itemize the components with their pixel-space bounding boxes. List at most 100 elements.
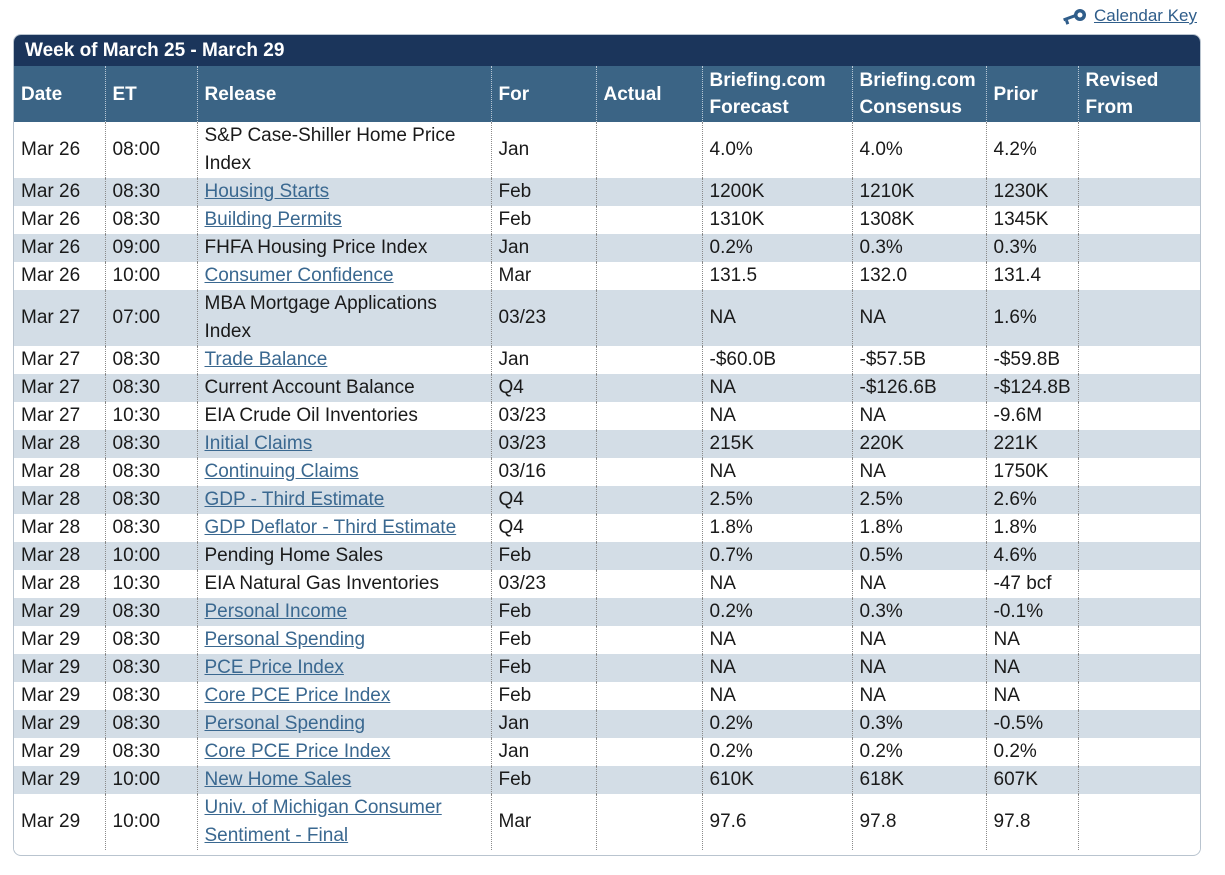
cell-et: 10:00 [105,794,198,850]
release-link[interactable]: Initial Claims [204,433,313,454]
calendar-key-link[interactable]: Calendar Key [1060,6,1197,26]
cell-forecast: 610K [702,766,853,794]
table-row: Mar 29 08:30 Core PCE Price Index Jan 0.2% 0.… [14,738,1200,766]
table-row: Mar 27 08:30 Current Account Balance Q4 NA -$… [14,374,1200,402]
cell-prior: -0.5% [986,710,1079,738]
cell-revised [1078,430,1200,458]
cell-actual [596,346,703,374]
cell-for: 03/23 [491,430,597,458]
release-label: S&P Case-Shiller Home Price Index [204,125,456,174]
cell-revised [1078,598,1200,626]
cell-release: Core PCE Price Index [197,682,492,710]
release-link[interactable]: Univ. of Michigan Consumer Sentiment - F… [204,797,442,846]
cell-for: Q4 [491,514,597,542]
cell-actual [596,458,703,486]
cell-release: PCE Price Index [197,654,492,682]
release-link[interactable]: Trade Balance [204,349,328,370]
cell-et: 07:00 [105,290,198,346]
release-link[interactable]: Housing Starts [204,181,330,202]
release-link[interactable]: Personal Spending [204,629,366,650]
cell-revised [1078,458,1200,486]
release-link[interactable]: New Home Sales [204,769,352,790]
cell-release: Current Account Balance [197,374,492,402]
cell-date: Mar 29 [14,766,106,794]
cell-forecast: 131.5 [702,262,853,290]
cell-consensus: 0.3% [852,710,987,738]
cell-consensus: 1308K [852,206,987,234]
cell-for: Feb [491,654,597,682]
cell-date: Mar 29 [14,626,106,654]
cell-revised [1078,486,1200,514]
release-link[interactable]: GDP - Third Estimate [204,489,385,510]
cell-date: Mar 26 [14,178,106,206]
release-label: MBA Mortgage Applications Index [204,293,437,342]
table-row: Mar 28 10:30 EIA Natural Gas Inventories 03… [14,570,1200,598]
cell-revised [1078,542,1200,570]
cell-revised [1078,626,1200,654]
cell-forecast: 0.2% [702,598,853,626]
cell-forecast: NA [702,374,853,402]
release-link[interactable]: Core PCE Price Index [204,685,391,706]
table-row: Mar 28 08:30 Initial Claims 03/23 215K 220K 22… [14,430,1200,458]
cell-consensus: 4.0% [852,122,987,178]
cell-prior: 1.6% [986,290,1079,346]
col-header-revised: Revised From [1078,66,1200,122]
week-title: Week of March 25 - March 29 [14,35,1200,66]
cell-revised [1078,234,1200,262]
cell-forecast: 1310K [702,206,853,234]
table-row: Mar 29 10:00 New Home Sales Feb 610K 618K 607K [14,766,1200,794]
release-link[interactable]: PCE Price Index [204,657,344,678]
cell-consensus: NA [852,458,987,486]
cell-revised [1078,290,1200,346]
cell-actual [596,206,703,234]
table-row: Mar 26 08:30 Housing Starts Feb 1200K 1210K 12… [14,178,1200,206]
cell-for: Jan [491,710,597,738]
cell-actual [596,514,703,542]
release-link[interactable]: Core PCE Price Index [204,741,391,762]
cell-forecast: 0.2% [702,738,853,766]
cell-date: Mar 26 [14,234,106,262]
cell-forecast: 215K [702,430,853,458]
cell-date: Mar 26 [14,122,106,178]
cell-consensus: NA [852,402,987,430]
release-link[interactable]: Personal Income [204,601,348,622]
release-link[interactable]: GDP Deflator - Third Estimate [204,517,457,538]
cell-date: Mar 29 [14,738,106,766]
cell-et: 10:30 [105,402,198,430]
cell-revised [1078,122,1200,178]
cell-revised [1078,514,1200,542]
cell-prior: 97.8 [986,794,1079,850]
cell-actual [596,290,703,346]
cell-consensus: -$126.6B [852,374,987,402]
cell-prior: -9.6M [986,402,1079,430]
cell-et: 08:30 [105,206,198,234]
calendar-key-label[interactable]: Calendar Key [1093,6,1197,25]
cell-actual [596,598,703,626]
cell-forecast: -$60.0B [702,346,853,374]
release-label: Pending Home Sales [204,545,384,566]
cell-forecast: 0.2% [702,234,853,262]
cell-release: EIA Crude Oil Inventories [197,402,492,430]
cell-et: 08:30 [105,178,198,206]
col-header-date: Date [14,66,106,122]
table-row: Mar 26 08:00 S&P Case-Shiller Home Price I… [14,122,1200,178]
release-link[interactable]: Building Permits [204,209,342,230]
release-link[interactable]: Continuing Claims [204,461,359,482]
cell-for: Jan [491,122,597,178]
release-link[interactable]: Consumer Confidence [204,265,394,286]
cell-forecast: 4.0% [702,122,853,178]
cell-forecast: NA [702,682,853,710]
cell-actual [596,234,703,262]
cell-revised [1078,570,1200,598]
cell-actual [596,766,703,794]
release-link[interactable]: Personal Spending [204,713,366,734]
cell-release: S&P Case-Shiller Home Price Index [197,122,492,178]
cell-forecast: 0.2% [702,710,853,738]
cell-release: Trade Balance [197,346,492,374]
cell-release: Personal Spending [197,626,492,654]
cell-actual [596,626,703,654]
cell-consensus: 132.0 [852,262,987,290]
cell-date: Mar 27 [14,290,106,346]
cell-date: Mar 29 [14,710,106,738]
cell-revised [1078,262,1200,290]
